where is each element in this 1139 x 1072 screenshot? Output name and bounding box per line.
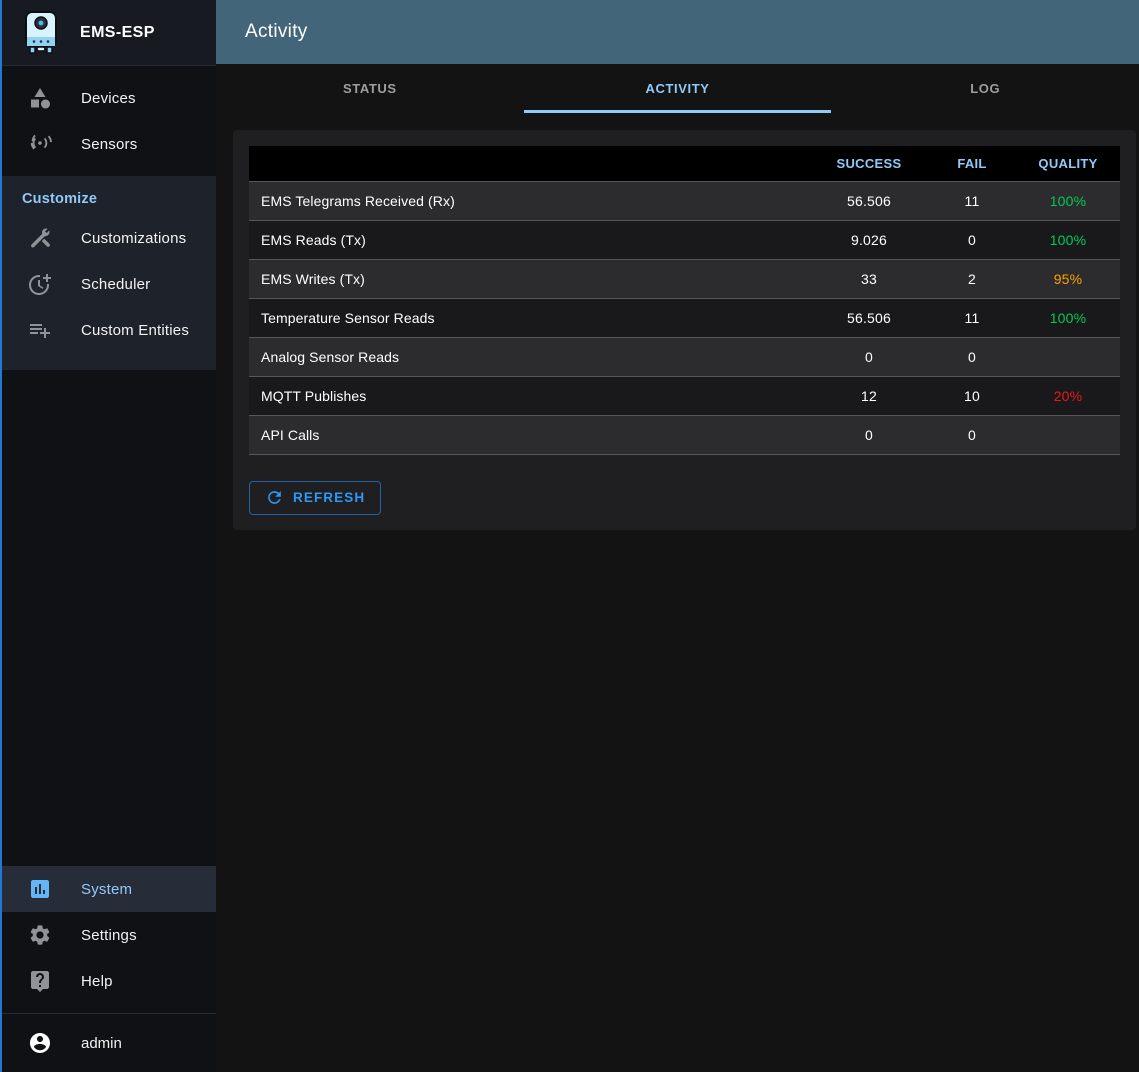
column-header-success: SUCCESS	[810, 146, 928, 182]
tab-activity[interactable]: ACTIVITY	[523, 64, 832, 113]
refresh-button[interactable]: REFRESH	[249, 480, 382, 515]
sidebar-item-label: Devices	[81, 89, 136, 107]
column-header-name	[249, 146, 810, 182]
ems-esp-boiler-logo-icon	[25, 10, 57, 54]
app-logo-header: EMS-ESP	[2, 0, 216, 66]
table-row: EMS Reads (Tx) 9.026 0 100%	[249, 220, 1120, 260]
sidebar-item-sensors[interactable]: Sensors	[2, 121, 216, 167]
sidebar-item-devices[interactable]: Devices	[2, 75, 216, 121]
sidebar-item-scheduler[interactable]: Scheduler	[2, 261, 216, 307]
row-fail-value: 0	[928, 220, 1016, 260]
refresh-icon	[268, 491, 281, 504]
sidebar-item-custom-entities[interactable]: Custom Entities	[2, 307, 216, 353]
sidebar: EMS-ESP Devices Sensors Customize Custom…	[0, 0, 216, 1072]
sidebar-item-label: Custom Entities	[81, 321, 190, 339]
row-fail-value: 11	[928, 298, 1016, 338]
row-success-value: 12	[810, 376, 928, 416]
row-quality-value: 20%	[1016, 376, 1120, 416]
tab-bar: STATUS ACTIVITY LOG	[216, 64, 1139, 113]
row-fail-value: 2	[928, 259, 1016, 299]
row-quality-value	[1016, 337, 1120, 377]
sensors-icon	[28, 132, 52, 156]
tab-status[interactable]: STATUS	[343, 81, 397, 96]
refresh-button-label: REFRESH	[293, 490, 366, 505]
window-edge-accent	[0, 0, 2, 1072]
sidebar-item-label: Help	[81, 972, 113, 990]
row-quality-value: 100%	[1016, 181, 1120, 221]
row-success-value: 9.026	[810, 220, 928, 260]
sidebar-item-settings[interactable]: Settings	[2, 912, 216, 958]
sidebar-item-system[interactable]: System	[2, 866, 216, 912]
row-success-value: 56.506	[810, 298, 928, 338]
row-success-value: 56.506	[810, 181, 928, 221]
sidebar-item-customizations[interactable]: Customizations	[2, 215, 216, 261]
analytics-icon	[28, 877, 52, 901]
help-icon	[28, 969, 52, 993]
content-area: SUCCESS FAIL QUALITY EMS Telegrams Recei…	[216, 113, 1139, 1072]
sidebar-divider	[2, 1013, 216, 1014]
table-row: MQTT Publishes 12 10 20%	[249, 376, 1120, 416]
row-fail-value: 10	[928, 376, 1016, 416]
table-row: Temperature Sensor Reads 56.506 11 100%	[249, 298, 1120, 338]
column-header-fail: FAIL	[928, 146, 1016, 182]
sidebar-bottom-nav: System Settings Help admin	[2, 866, 216, 1072]
row-name: Analog Sensor Reads	[249, 337, 810, 377]
sidebar-customize-section: Customize Customizations Scheduler Custo…	[2, 176, 216, 370]
row-quality-value	[1016, 415, 1120, 455]
table-row: EMS Telegrams Received (Rx) 56.506 11 10…	[249, 181, 1120, 221]
sidebar-item-label: Sensors	[81, 135, 138, 153]
devices-icon	[28, 86, 52, 110]
row-fail-value: 0	[928, 415, 1016, 455]
sidebar-item-label: Customizations	[81, 229, 187, 247]
playlist-add-icon	[28, 318, 52, 342]
user-name: admin	[81, 1034, 122, 1052]
table-row: API Calls 0 0	[249, 415, 1120, 455]
column-header-quality: QUALITY	[1016, 146, 1120, 182]
sidebar-item-help[interactable]: Help	[2, 958, 216, 1004]
gear-icon	[28, 923, 52, 947]
table-header-row: SUCCESS FAIL QUALITY	[249, 146, 1120, 182]
more-time-icon	[28, 272, 52, 296]
row-name: EMS Reads (Tx)	[249, 220, 810, 260]
table-row: Analog Sensor Reads 0 0	[249, 337, 1120, 377]
row-name: EMS Writes (Tx)	[249, 259, 810, 299]
row-quality-value: 100%	[1016, 220, 1120, 260]
activity-panel: SUCCESS FAIL QUALITY EMS Telegrams Recei…	[233, 130, 1136, 530]
sidebar-item-label: Settings	[81, 926, 137, 944]
row-fail-value: 11	[928, 181, 1016, 221]
sidebar-spacer	[2, 370, 216, 866]
row-name: Temperature Sensor Reads	[249, 298, 810, 338]
account-circle-icon	[28, 1031, 52, 1055]
table-row: EMS Writes (Tx) 33 2 95%	[249, 259, 1120, 299]
sidebar-item-label: System	[81, 880, 133, 898]
app-title: EMS-ESP	[80, 23, 155, 41]
row-success-value: 0	[810, 415, 928, 455]
customize-section-header: Customize	[22, 191, 98, 207]
row-quality-value: 100%	[1016, 298, 1120, 338]
row-quality-value: 95%	[1016, 259, 1120, 299]
sidebar-main-nav: Devices Sensors	[2, 66, 216, 176]
tab-log[interactable]: LOG	[970, 81, 1001, 96]
row-name: API Calls	[249, 415, 810, 455]
sidebar-item-label: Scheduler	[81, 275, 151, 293]
sidebar-user-admin[interactable]: admin	[2, 1014, 216, 1072]
row-name: MQTT Publishes	[249, 376, 810, 416]
row-fail-value: 0	[928, 337, 1016, 377]
appbar: Activity	[216, 0, 1139, 64]
activity-table: SUCCESS FAIL QUALITY EMS Telegrams Recei…	[249, 146, 1120, 455]
construction-icon	[28, 226, 52, 250]
row-success-value: 33	[810, 259, 928, 299]
row-name: EMS Telegrams Received (Rx)	[249, 181, 810, 221]
page-title: Activity	[245, 21, 308, 42]
activity-table-body: EMS Telegrams Received (Rx) 56.506 11 10…	[249, 181, 1120, 455]
row-success-value: 0	[810, 337, 928, 377]
main-area: Activity STATUS ACTIVITY LOG SUCCESS FAI…	[216, 0, 1139, 1072]
